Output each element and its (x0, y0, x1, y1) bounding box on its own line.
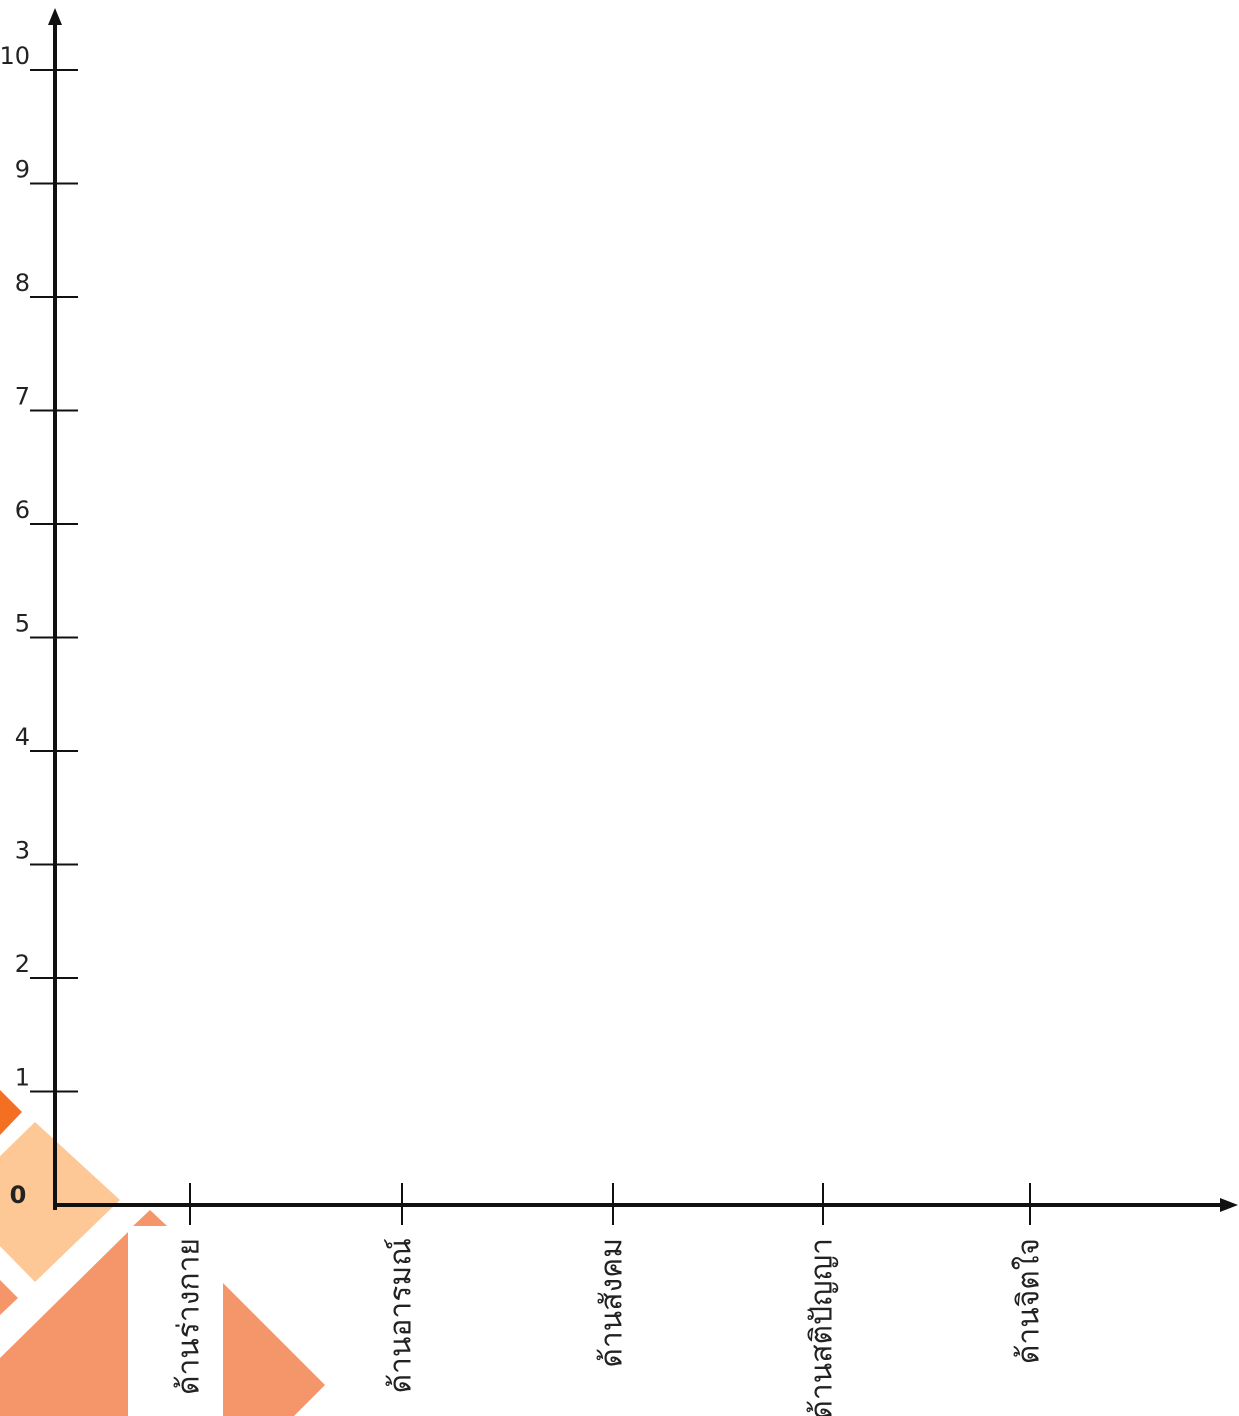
x-axis-arrow (1220, 1198, 1238, 1212)
y-tick-label: 10 (0, 42, 30, 70)
y-tick-label: 7 (15, 383, 30, 411)
x-tick-label: ด้านอารมณ์ (384, 1238, 419, 1393)
y-tick-label: 6 (15, 496, 30, 524)
y-axis-arrow (48, 8, 62, 25)
y-tick-label: 9 (15, 156, 30, 184)
x-tick-label: ด้านสังคม (595, 1238, 630, 1368)
x-tick-label: ด้านจิตใจ (1012, 1238, 1047, 1364)
y-tick-label: 3 (15, 837, 30, 865)
y-tick-label: 0 (10, 1181, 27, 1209)
y-tick-label: 5 (15, 610, 30, 638)
x-tick-label: ด้านสติปัญญา (805, 1238, 840, 1416)
y-tick-label: 1 (15, 1064, 30, 1092)
y-tick-label: 4 (15, 723, 30, 751)
y-tick-label: 8 (15, 269, 30, 297)
decoration (0, 1090, 325, 1416)
x-tick-label: ด้านร่างกาย (172, 1238, 207, 1395)
y-tick-label: 2 (15, 950, 30, 978)
